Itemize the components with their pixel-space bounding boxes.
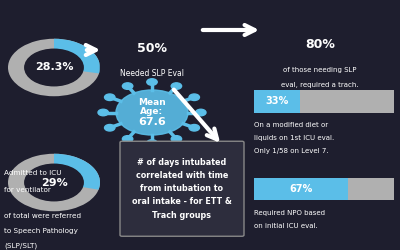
Text: (SLP/SLT): (SLP/SLT): [4, 242, 37, 249]
Text: liquids on 1st ICU eval.: liquids on 1st ICU eval.: [254, 135, 334, 141]
Circle shape: [147, 79, 157, 85]
Circle shape: [171, 83, 182, 89]
Circle shape: [104, 124, 115, 131]
Text: 50%: 50%: [137, 42, 167, 55]
Bar: [254, 90, 300, 112]
Text: 29%: 29%: [41, 178, 67, 188]
FancyBboxPatch shape: [120, 141, 244, 236]
Wedge shape: [266, 50, 374, 84]
Bar: [254, 178, 348, 200]
Text: 67.6: 67.6: [138, 117, 166, 127]
Circle shape: [171, 136, 182, 142]
Text: Needed SLP Eval: Needed SLP Eval: [120, 69, 184, 78]
Text: to Speech Pathology: to Speech Pathology: [4, 228, 78, 234]
Text: 67%: 67%: [289, 184, 312, 194]
Circle shape: [121, 36, 183, 74]
Text: of those needing SLP: of those needing SLP: [283, 67, 357, 73]
Wedge shape: [104, 55, 152, 85]
Text: Age:: Age:: [140, 107, 164, 116]
Circle shape: [189, 124, 200, 131]
Text: Admitted to ICU: Admitted to ICU: [4, 170, 62, 176]
Circle shape: [116, 90, 188, 135]
Circle shape: [189, 94, 200, 100]
Wedge shape: [104, 55, 200, 85]
Bar: [262, 50, 378, 86]
Circle shape: [285, 28, 355, 72]
Text: 33%: 33%: [266, 96, 289, 106]
Circle shape: [147, 140, 157, 146]
Text: Mean: Mean: [138, 98, 166, 107]
Circle shape: [25, 164, 83, 201]
Wedge shape: [8, 39, 100, 96]
Wedge shape: [8, 154, 100, 211]
Text: Required NPO based: Required NPO based: [254, 210, 325, 216]
Circle shape: [196, 109, 206, 116]
Text: on initial ICU eval.: on initial ICU eval.: [254, 222, 318, 228]
Bar: [254, 178, 394, 200]
Wedge shape: [54, 154, 100, 190]
Text: of total were referred: of total were referred: [4, 212, 81, 218]
Text: Only 1/58 on Level 7.: Only 1/58 on Level 7.: [254, 148, 329, 154]
Circle shape: [25, 49, 83, 86]
Circle shape: [104, 94, 115, 100]
Bar: [100, 55, 204, 88]
Text: eval, required a trach.: eval, required a trach.: [281, 82, 359, 88]
Wedge shape: [266, 50, 364, 84]
Circle shape: [122, 136, 133, 142]
Text: 28.3%: 28.3%: [35, 62, 73, 72]
Bar: [254, 90, 394, 112]
Text: for ventilator: for ventilator: [4, 188, 51, 194]
Circle shape: [98, 109, 108, 116]
Text: 80%: 80%: [305, 38, 335, 52]
Text: # of days intubated
correlated with time
from intubation to
oral intake - for ET: # of days intubated correlated with time…: [132, 158, 232, 220]
Circle shape: [122, 83, 133, 89]
Wedge shape: [54, 39, 100, 74]
Text: On a modified diet or: On a modified diet or: [254, 122, 328, 128]
